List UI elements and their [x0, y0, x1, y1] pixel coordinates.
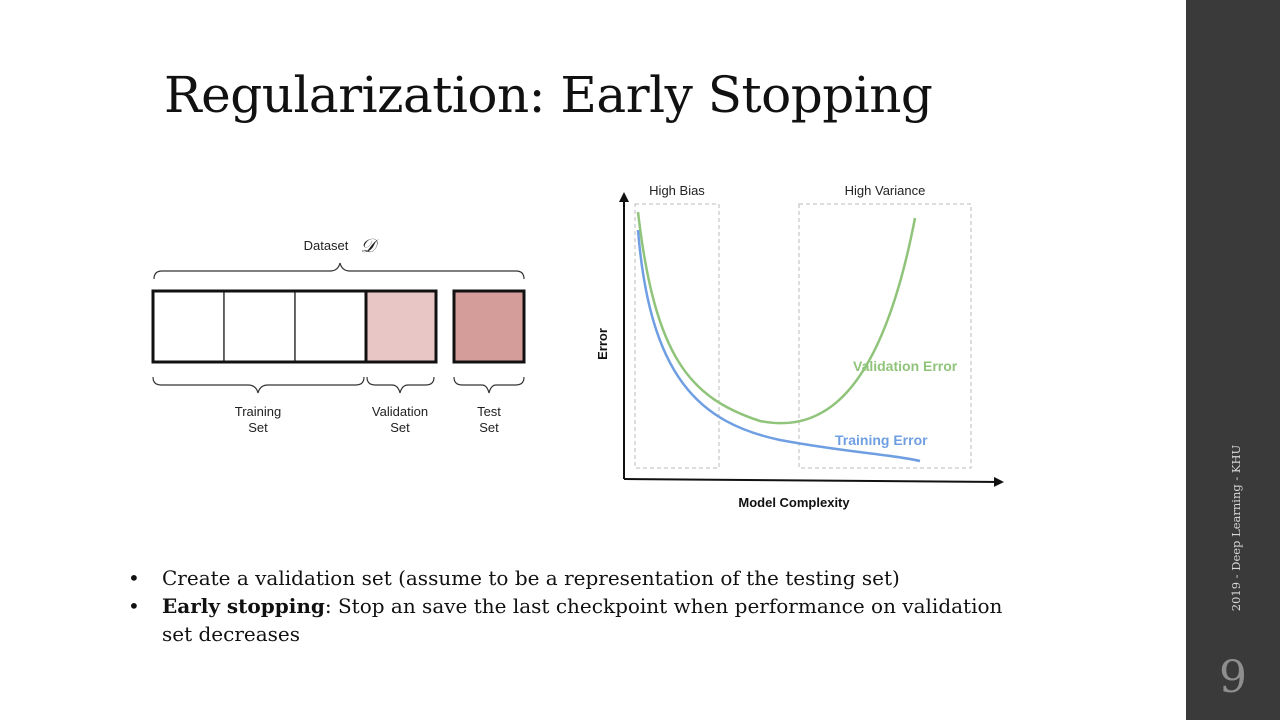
sidebar	[1186, 0, 1280, 720]
training-error-label: Training Error	[835, 432, 928, 448]
bullet-item: • Early stopping: Stop an save the last c…	[126, 592, 1006, 648]
high-bias-label: High Bias	[649, 183, 705, 198]
bullet-text: Create a validation set (assume to be a …	[162, 566, 900, 590]
training-fold-1	[152, 290, 225, 363]
test-block	[452, 289, 526, 364]
bullet-item: • Create a validation set (assume to be a…	[126, 564, 1006, 592]
training-fold-3	[294, 290, 367, 363]
training-label-line1: Training	[235, 404, 281, 419]
x-axis	[623, 476, 1004, 487]
validation-error-curve	[636, 211, 917, 425]
bullet-text: : Stop an save the last checkpoint when …	[162, 594, 1003, 646]
bullet-bold: Early stopping	[162, 594, 325, 618]
high-bias-region	[634, 203, 720, 469]
training-label-line2: Set	[248, 420, 268, 435]
dataset-diagram: Dataset 𝒟 Training Set Validation Set Te…	[151, 235, 526, 435]
validation-brace	[366, 376, 435, 394]
training-fold-2	[223, 290, 296, 363]
validation-label-line1: Validation	[372, 404, 428, 419]
bullet-dot: •	[128, 594, 140, 618]
footer-text: 2019 - Deep Learning - KHU	[1229, 444, 1243, 612]
test-brace	[453, 376, 525, 394]
validation-label-line2: Set	[390, 420, 410, 435]
bullet-dot: •	[128, 566, 140, 590]
dataset-brace	[153, 262, 525, 280]
training-error-curve	[636, 229, 921, 463]
high-variance-region	[798, 203, 972, 469]
page-number: 9	[1219, 652, 1247, 703]
dataset-label: Dataset	[304, 238, 349, 253]
y-axis-label: Error	[595, 328, 610, 360]
test-label-line1: Test	[477, 404, 501, 419]
test-label-line2: Set	[479, 420, 499, 435]
training-brace	[152, 376, 365, 394]
x-axis-label: Model Complexity	[738, 495, 850, 510]
validation-error-label: Validation Error	[853, 358, 958, 374]
bullet-list: • Create a validation set (assume to be a…	[126, 564, 1006, 648]
dataset-symbol: 𝒟	[360, 235, 379, 257]
slide-title: Regularization: Early Stopping	[164, 66, 933, 124]
validation-block	[364, 289, 438, 364]
high-variance-label: High Variance	[845, 183, 926, 198]
error-chart: High Bias High Variance Validation Error…	[595, 183, 1004, 510]
